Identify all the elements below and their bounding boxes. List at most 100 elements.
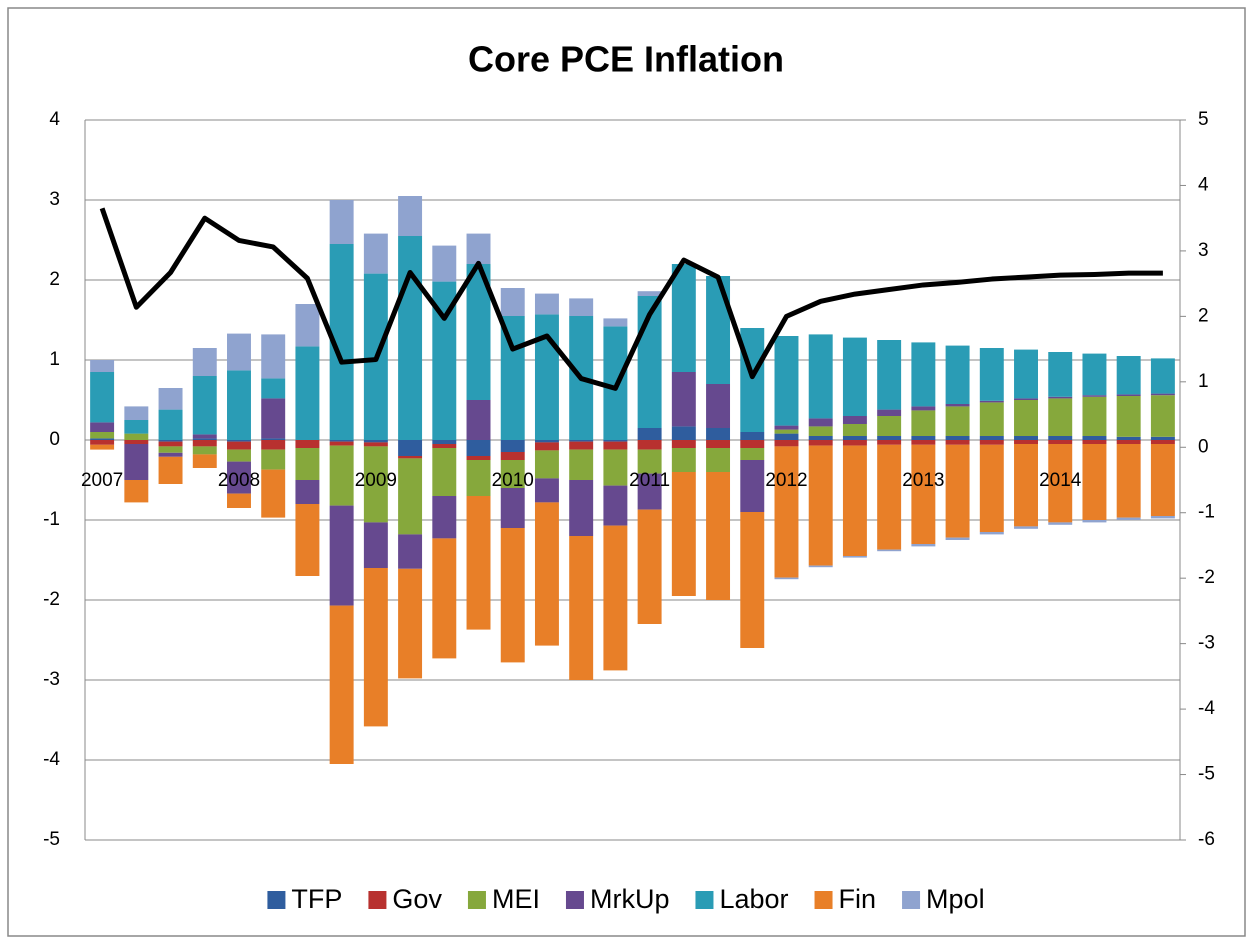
bar-segment: [774, 429, 799, 434]
bar-segment: [227, 441, 251, 450]
bar-segment: [808, 440, 833, 446]
y2-tick-label: 4: [1198, 174, 1209, 195]
bar-segment: [877, 549, 902, 552]
bar-segment: [158, 446, 183, 453]
bar-segment: [227, 440, 251, 442]
bar-segment: [227, 493, 251, 508]
bar-segment: [363, 568, 388, 727]
bar-segment: [1150, 516, 1175, 519]
bar-segment: [945, 345, 970, 404]
legend-swatch: [368, 891, 387, 909]
bar-segment: [569, 480, 594, 536]
bar-segment: [706, 448, 731, 472]
y-tick-label: 1: [49, 349, 60, 370]
bar-segment: [979, 348, 1004, 401]
bar-segment: [1116, 356, 1141, 395]
bar-segment: [1014, 398, 1038, 400]
y-tick-label: -1: [43, 509, 60, 530]
x-tick-label: 2014: [1039, 470, 1082, 491]
bar-segment: [466, 440, 491, 456]
bar-segment: [227, 449, 251, 462]
bar-segment: [1048, 444, 1073, 523]
bar-segment: [466, 233, 491, 264]
bar-segment: [1048, 522, 1073, 525]
bar-segment: [295, 504, 320, 576]
bar-segment: [706, 428, 731, 440]
bar-segment: [740, 460, 765, 512]
bar-segment: [432, 281, 457, 440]
bar-segment: [842, 416, 867, 424]
bar-segment: [1116, 396, 1141, 437]
bar-segment: [432, 440, 457, 444]
bar-segment: [363, 446, 388, 523]
bar-segment: [295, 304, 320, 347]
y2-tick-label: -3: [1198, 633, 1215, 654]
bar-segment: [603, 525, 628, 671]
bar-segment: [158, 409, 183, 440]
bar-segment: [363, 440, 388, 443]
bar-segment: [842, 556, 867, 558]
bar-segment: [603, 440, 628, 442]
bar-segment: [979, 402, 1004, 436]
bar-segment: [945, 404, 970, 407]
bar-segment: [398, 196, 423, 236]
bar-segment: [706, 440, 731, 448]
x-tick-label: 2013: [902, 470, 944, 491]
bar-segment: [1082, 444, 1107, 520]
bar-segment: [671, 372, 696, 427]
bar-segment: [740, 512, 765, 648]
bar-segment: [569, 440, 594, 442]
bar-segment: [124, 440, 149, 444]
y2-tick-label: -4: [1198, 698, 1215, 719]
bar-segment: [603, 441, 628, 450]
y-tick-label: -2: [43, 589, 60, 610]
bar-segment: [569, 298, 594, 316]
y2-tick-label: 1: [1198, 371, 1209, 392]
bar-segment: [1014, 526, 1038, 529]
bar-segment: [774, 446, 799, 578]
bar-segment: [945, 537, 970, 540]
bar-segment: [945, 436, 970, 440]
bar-segment: [774, 425, 799, 430]
legend-swatch: [467, 891, 486, 909]
bar-segment: [158, 440, 183, 442]
y2-tick-label: 3: [1198, 240, 1209, 261]
bar-segment: [842, 440, 867, 446]
bar-segment: [261, 449, 286, 470]
bar-segment: [603, 449, 628, 486]
y-tick-label: -5: [43, 829, 60, 850]
legend-label: Gov: [392, 884, 442, 914]
bar-segment: [1150, 395, 1175, 437]
bar-segment: [90, 438, 115, 440]
bar-segment: [1014, 444, 1038, 527]
legend-label: Mpol: [926, 884, 985, 914]
bar-segment: [911, 410, 936, 436]
bar-segment: [261, 469, 286, 518]
bar-segment: [295, 346, 320, 440]
bar-segment: [842, 445, 867, 556]
y2-tick-label: -5: [1198, 764, 1215, 785]
bar-segment: [1082, 440, 1107, 444]
bar-segment: [1014, 400, 1038, 436]
y2-tick-label: -1: [1198, 502, 1215, 523]
bar-segment: [158, 452, 183, 457]
bar-segment: [637, 440, 662, 450]
legend-swatch: [695, 891, 714, 909]
bar-segment: [295, 480, 320, 504]
x-tick-label: 2009: [355, 470, 397, 491]
bar-segment: [671, 472, 696, 596]
bar-segment: [432, 444, 457, 448]
bar-segment: [500, 460, 525, 488]
bar-segment: [1150, 444, 1175, 516]
bar-segment: [500, 440, 525, 452]
bar-segment: [842, 337, 867, 416]
bar-segment: [637, 449, 662, 474]
bar-segment: [398, 534, 423, 569]
bar-segment: [911, 342, 936, 407]
y-tick-label: -3: [43, 669, 60, 690]
bar-segment: [979, 436, 1004, 440]
bar-segment: [261, 334, 286, 379]
bar-segment: [261, 440, 286, 450]
bar-segment: [1150, 436, 1175, 440]
